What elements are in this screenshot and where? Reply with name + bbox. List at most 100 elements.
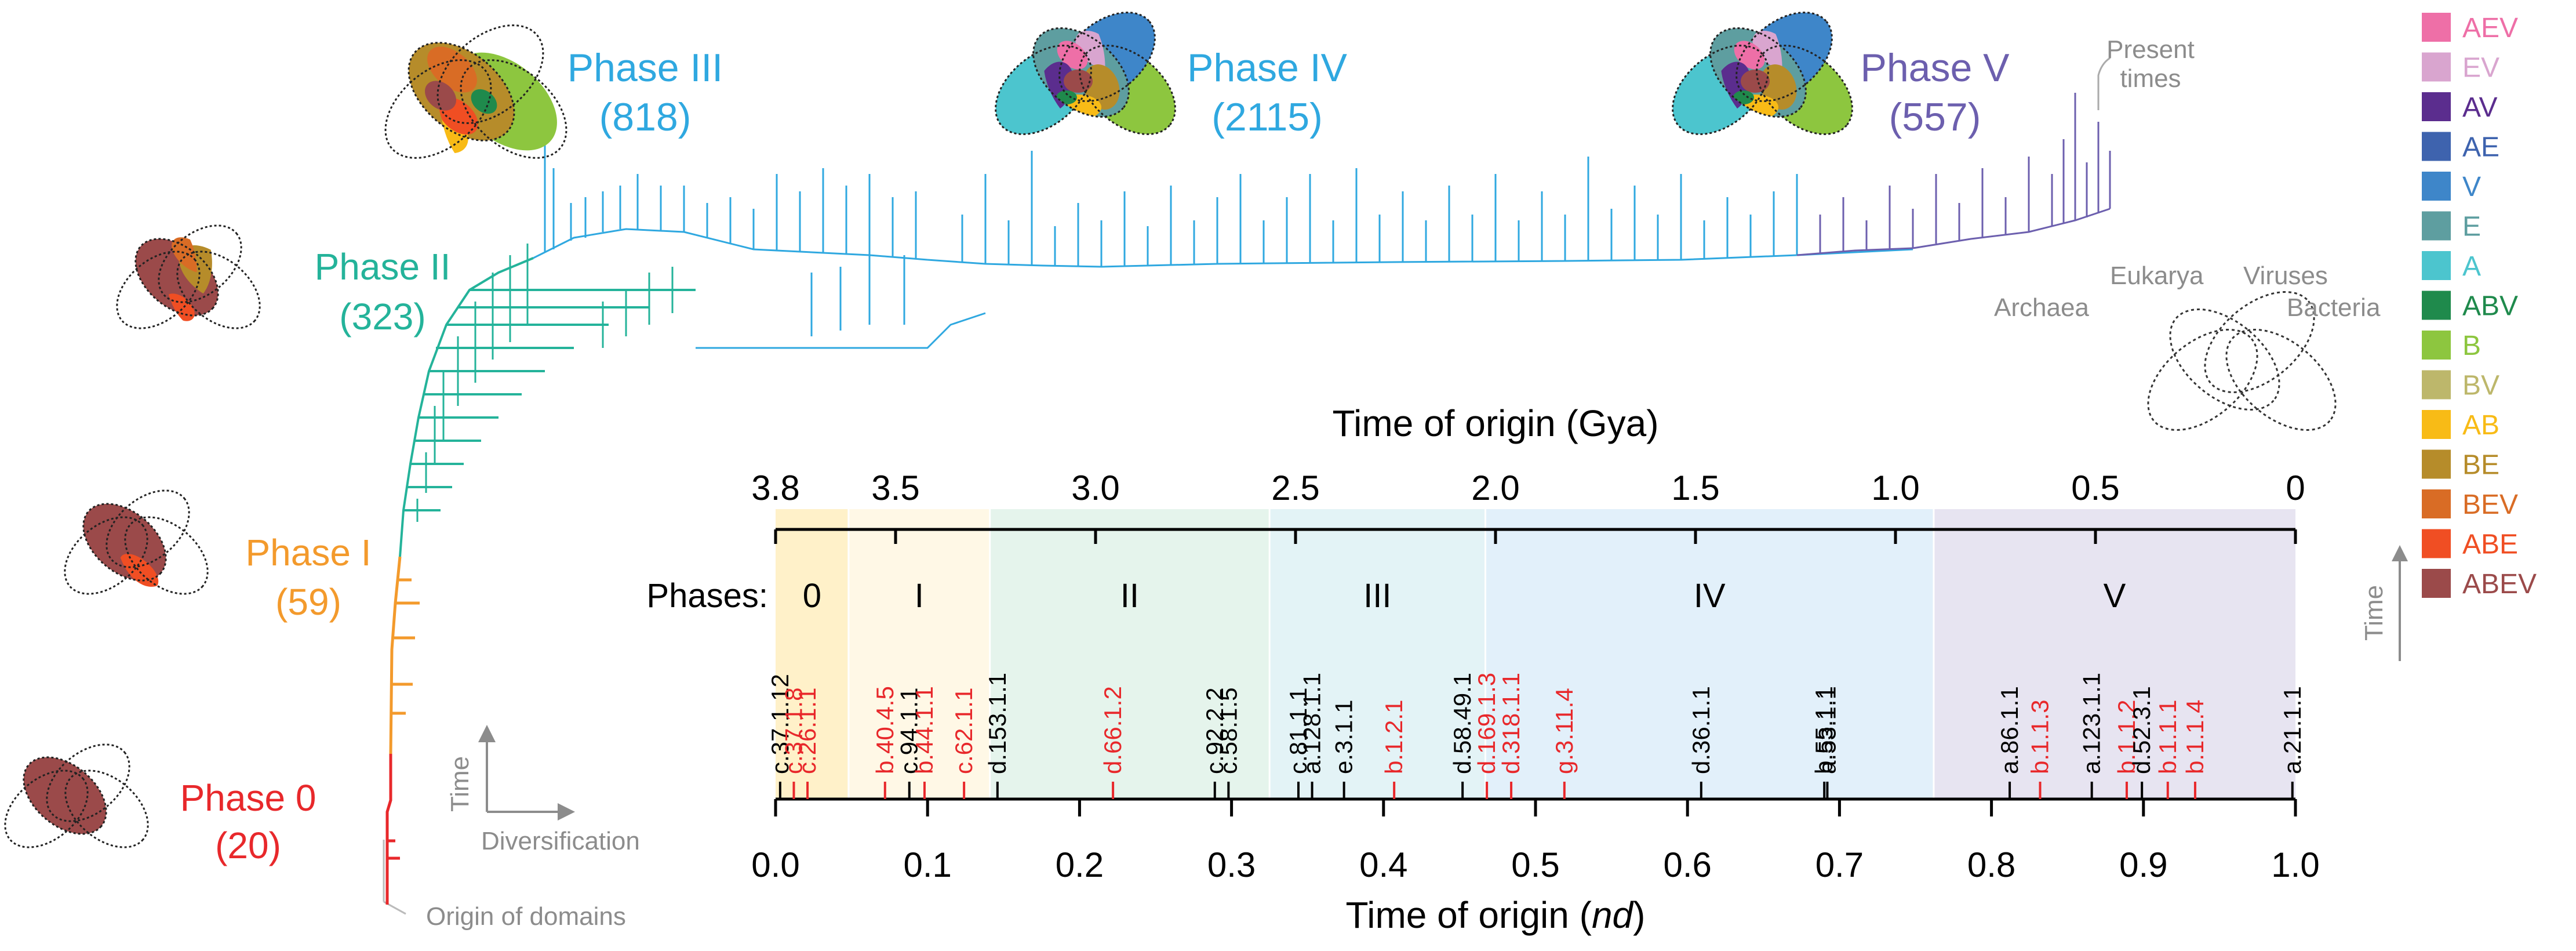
time-diversification-axes — [478, 725, 575, 821]
venn-phase-0 — [4, 743, 149, 848]
phase-0-name: Phase 0 — [180, 777, 316, 819]
phase-band-1 — [848, 509, 990, 799]
nd-tick-label: 0.8 — [1967, 845, 2015, 884]
legend-swatch-be — [2422, 449, 2451, 479]
phase-band-label-0: 0 — [803, 577, 821, 615]
nd-tick-label: 1.0 — [2271, 845, 2319, 884]
fsf-marker-label: d.66.1.2 — [1099, 686, 1126, 774]
legend-label-ab: AB — [2462, 410, 2499, 441]
legend-label-be: BE — [2462, 450, 2499, 481]
phase-IV-name: Phase IV — [1187, 46, 1348, 90]
fsf-marker-label: b.1.1.4 — [2181, 700, 2208, 774]
legend-label-av: AV — [2462, 92, 2497, 123]
present-times-line2: times — [2120, 64, 2181, 93]
phase-band-label-1: I — [915, 577, 924, 615]
tree-phase-II-spikes — [416, 244, 674, 522]
nd-axis-ticks: 0.0 0.1 0.2 0.3 0.4 0.5 0.6 0.7 0.8 0.9 1.0 — [751, 799, 2320, 884]
time-arrow-label: Time — [446, 756, 474, 812]
venn-phase-I — [64, 489, 209, 595]
fsf-marker-label: g.3.11.4 — [1551, 688, 1578, 774]
gya-tick-label: 1.0 — [1871, 469, 1919, 507]
present-times-line1: Present — [2106, 35, 2195, 64]
legend-label-a: A — [2462, 251, 2481, 282]
legend-label-e: E — [2462, 212, 2481, 242]
phase-band-5 — [1933, 509, 2295, 799]
legend-label-ev: EV — [2462, 53, 2499, 84]
legend-swatch-abev — [2422, 569, 2451, 598]
nd-tick-label: 0.7 — [1815, 845, 1864, 884]
legend-swatch-aev — [2422, 13, 2451, 42]
fsf-marker-label: a.128.1.1 — [1298, 673, 1326, 774]
fsf-marker-label: c.92.2.2 — [1201, 688, 1228, 774]
fsf-marker-label: b.44.1.1 — [911, 686, 938, 774]
venn-phase-V — [1672, 12, 1853, 135]
fsf-marker-label: b.1.2.1 — [1380, 700, 1407, 774]
gya-axis-title: Time of origin (Gya) — [1332, 402, 1658, 444]
venn-phase-II — [116, 224, 261, 329]
legend-label-bev: BEV — [2462, 489, 2518, 520]
legend-swatch-b — [2422, 331, 2451, 360]
legend-swatch-ae — [2422, 132, 2451, 161]
phase-band-label-3: III — [1363, 577, 1391, 615]
nd-tick-label: 0.6 — [1663, 845, 1711, 884]
fsf-marker-label: c.94.1.1 — [896, 688, 923, 774]
fsf-marker-label: d.169.1.3 — [1473, 673, 1500, 774]
diversification-arrow-label: Diversification — [481, 827, 640, 855]
legend-swatch-abv — [2422, 291, 2451, 320]
legend-label-abe: ABE — [2462, 529, 2518, 560]
phase-II-name: Phase II — [315, 246, 451, 288]
gya-tick-label: 0.5 — [2071, 469, 2119, 507]
legend-swatch-ab — [2422, 410, 2451, 439]
legend-swatch-bev — [2422, 489, 2451, 518]
phase-II-count: (323) — [339, 296, 425, 337]
legend-label-ae: AE — [2462, 132, 2499, 163]
phase-band-label-2: II — [1120, 577, 1139, 615]
nd-tick-label: 0.3 — [1207, 845, 1256, 884]
nd-tick-label: 0.5 — [1511, 845, 1559, 884]
fsf-marker-label: b.40.4.5 — [871, 686, 898, 774]
fsf-marker-label: c.62.1.1 — [950, 688, 977, 774]
gya-tick-label: 2.0 — [1471, 469, 1519, 507]
legend-swatch-ev — [2422, 52, 2451, 82]
legend-swatch-v — [2422, 172, 2451, 201]
fsf-marker-label: d.36.1.1 — [1687, 686, 1715, 774]
domain-key-bacteria: Bacteria — [2287, 293, 2381, 322]
fsf-marker-label: d.58.49.1 — [1449, 673, 1476, 774]
domain-key-archaea: Archaea — [1994, 293, 2089, 322]
nd-axis-title-suffix: ) — [1633, 894, 1645, 936]
tree-phase-V-branches — [1796, 93, 2111, 256]
domain-key-eukarya: Eukarya — [2110, 262, 2204, 290]
legend-time-label: Time — [2360, 585, 2388, 641]
phase-I-name: Phase I — [245, 532, 371, 573]
fsf-marker-label: a.53.1.1 — [1813, 686, 1840, 774]
gya-tick-label: 2.5 — [1271, 469, 1319, 507]
nd-tick-label: 0.2 — [1056, 845, 1104, 884]
fsf-marker-label: b.1.1.2 — [2113, 700, 2140, 774]
legend-swatch-abe — [2422, 529, 2451, 558]
gya-tick-label: 3.5 — [871, 469, 919, 507]
phase-I-count: (59) — [275, 581, 341, 623]
nd-axis-title-italic: nd — [1592, 894, 1635, 936]
phase-V-count: (557) — [1889, 95, 1981, 139]
phase-band-label-5: V — [2104, 577, 2126, 615]
fsf-markers: c.37.1.12c.37.1.8c.26.1.1 b.40.4.5c.94.1.… — [766, 673, 2306, 799]
nd-tick-label: 0.9 — [2119, 845, 2167, 884]
fsf-marker-label: c.26.1.1 — [794, 688, 821, 774]
tree-phase-IV-branches — [927, 151, 1913, 268]
gya-tick-label: 1.5 — [1671, 469, 1719, 507]
gya-tick-label: 0 — [2286, 469, 2305, 507]
phase-band-labels: 0 I II III IV V — [803, 577, 2126, 615]
phylogenomic-tree — [383, 57, 2111, 915]
phase-band-4 — [1485, 509, 1934, 799]
phase-bands — [776, 509, 2295, 799]
domain-key-venn — [2147, 291, 2337, 431]
domain-key-viruses: Viruses — [2243, 262, 2328, 290]
legend-time-arrow — [2392, 545, 2408, 661]
legend-label-bv: BV — [2462, 371, 2499, 401]
phase-band-label-4: IV — [1694, 577, 1726, 615]
legend-label-abev: ABEV — [2462, 569, 2537, 600]
nd-axis-title: Time of origin (nd) — [1346, 894, 1646, 936]
tree-phase-III-branches — [533, 133, 986, 349]
